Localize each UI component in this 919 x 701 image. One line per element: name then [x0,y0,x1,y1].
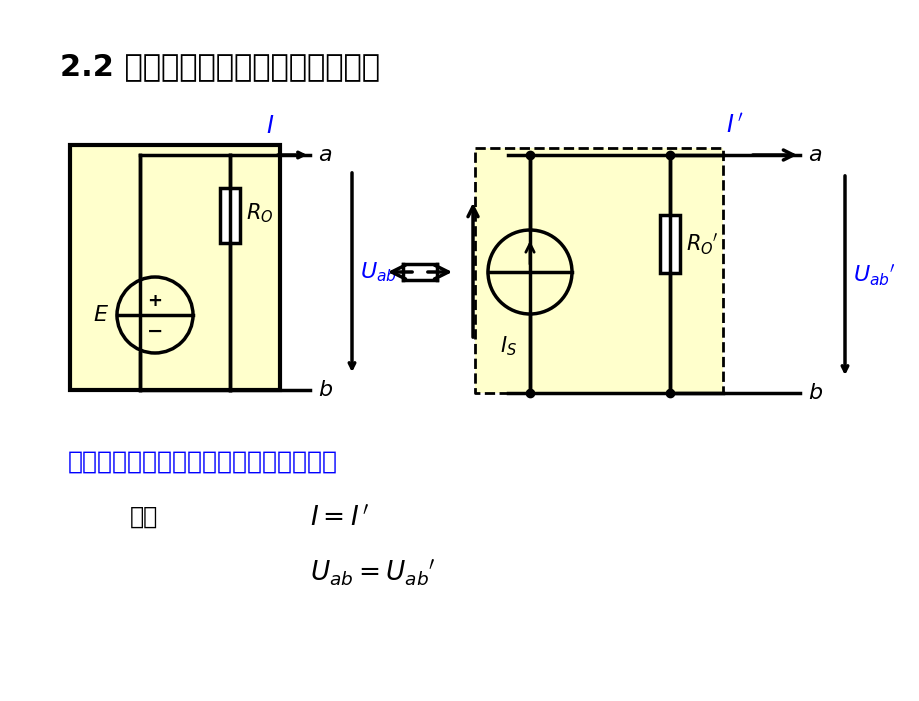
Bar [474,148,722,393]
Text: $\mathit{U}_{ab} = \mathit{U}_{ab}{}^{\prime}$: $\mathit{U}_{ab} = \mathit{U}_{ab}{}^{\p… [310,558,436,589]
Bar [474,148,722,393]
Text: −: − [147,322,163,341]
Bar [659,215,679,273]
Text: $\mathit{I} = \mathit{I}\,{{}^{\prime}}$: $\mathit{I} = \mathit{I}\,{{}^{\prime}}$ [310,505,369,531]
Text: $I$: $I$ [266,114,274,138]
Text: $a$: $a$ [807,145,822,165]
Text: $I_S$: $I_S$ [499,334,516,358]
Bar [70,145,279,390]
Text: $R_O$: $R_O$ [245,202,273,225]
Text: 即：: 即： [130,505,158,529]
Text: $a$: $a$ [318,145,332,165]
Text: $U_{ab}{'}$: $U_{ab}{'}$ [852,262,894,287]
Text: $U_{ab}$: $U_{ab}$ [359,260,396,284]
Text: $E$: $E$ [93,305,108,325]
Text: 2.2 实际电源及两种电源的等效互换: 2.2 实际电源及两种电源的等效互换 [60,52,380,81]
Text: $b$: $b$ [807,383,823,403]
Bar [220,188,240,243]
Text: $b$: $b$ [318,380,333,400]
Text: $R_O{'}$: $R_O{'}$ [686,231,718,257]
Text: 等效互换的条件：对外的电压电流相等。: 等效互换的条件：对外的电压电流相等。 [68,450,337,474]
Text: $I\,{'}$: $I\,{'}$ [725,114,743,138]
Text: +: + [147,292,163,310]
